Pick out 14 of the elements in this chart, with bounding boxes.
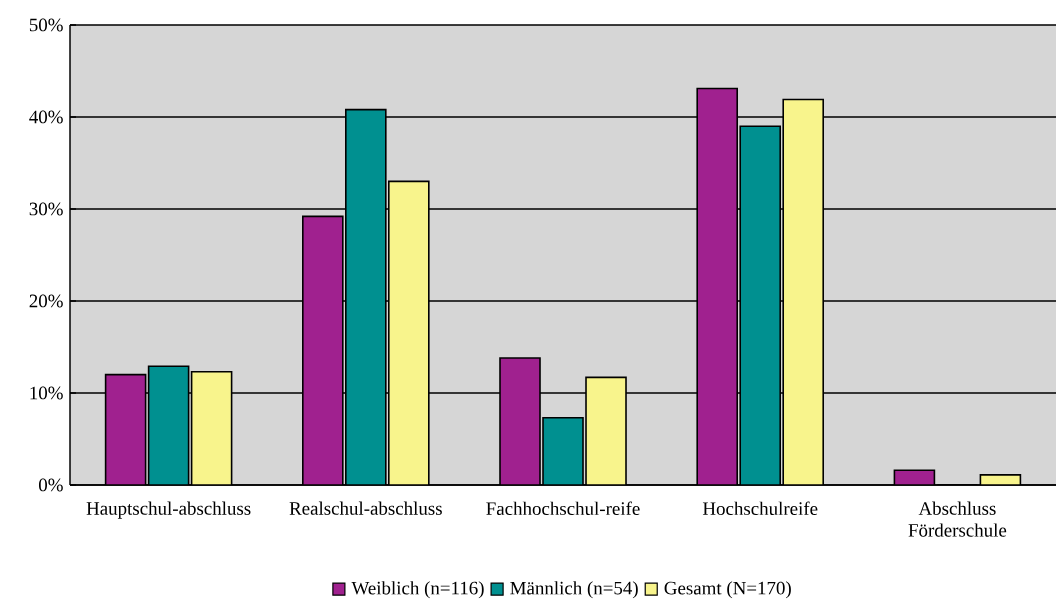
y-tick-label: 50% — [29, 18, 63, 32]
x-tick-label: Hochschulreife — [702, 501, 818, 516]
y-tick-label: 20% — [29, 294, 63, 308]
legend-label: Weiblich (n=116) — [351, 581, 484, 599]
x-tick-label: Realschul-abschluss — [289, 501, 442, 515]
x-tick-label: Fachhochschul-reife — [486, 501, 640, 516]
x-tick-label: Abschluss Förderschule — [908, 501, 1007, 537]
y-tick-label: 0% — [38, 478, 63, 492]
x-tick-label: Hauptschul-abschluss — [86, 501, 251, 519]
legend-label: Männlich (n=54) — [510, 581, 638, 599]
y-tick-label: 10% — [30, 386, 63, 400]
y-tick-label: 40% — [29, 110, 63, 124]
y-tick-label: 30% — [29, 202, 63, 216]
legend-label: Gesamt (N=170) — [664, 581, 791, 599]
